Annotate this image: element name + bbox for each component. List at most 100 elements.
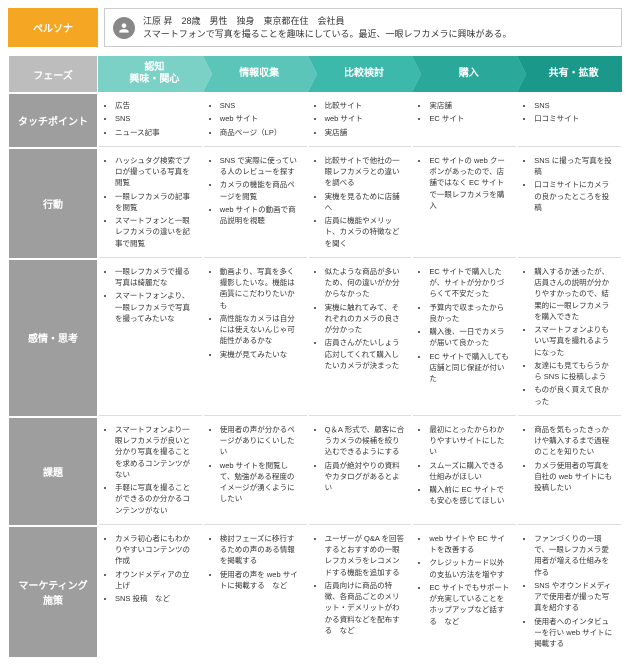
phase-cell: 認知興味・関心 [98, 56, 203, 92]
list-item: 商品ページ（LP） [220, 127, 301, 138]
grid-cell: カメラ初心者にもわかりやすいコンテンツの作成オウンドメディアの立上げSNS 投稿… [99, 527, 202, 658]
list-item: 動画より、写真を多く撮影したいな。機能は画質にこだわりたいかも [220, 266, 301, 311]
grid-cell: 比較サイト web サイト実店舗 [309, 94, 412, 147]
list-item: EC サイトでもサポートが充実していることをホップアップなど話する など [429, 582, 510, 627]
list-item: 実店舗 [429, 100, 510, 111]
list-item: 検討フェーズに移行するための声のある情報を掲載する [220, 533, 301, 567]
phase-title: 比較検討 [344, 68, 384, 80]
list-item: 高性能なカメラは自分には使えないんじゃ可能性があるかな [220, 313, 301, 347]
cell-list: SNS に撮った写真を投稿口コミサイトにカメラの良かったところを投稿 [524, 155, 615, 213]
grid-cell: web サイトや EC サイトを改善するクレジットカード以外の支払い方法を増やす… [413, 527, 516, 658]
grid-cell: ファンづくりの一環で、一眼レフカメラ愛用者が増える仕組みを作るSNS やオウンド… [518, 527, 621, 658]
cell-list: EC サイトで購入したが、サイトが分かりづらくて不安だった予算内で収まったから良… [419, 266, 510, 385]
phase-title: 共有・拡散 [549, 68, 599, 80]
cell-list: 似たような商品が多いため、何の違いがか分からなかった実機に触れてみて、それぞれの… [315, 266, 406, 371]
list-item: 使用者の声が分かるページがありにくいしたい [220, 424, 301, 458]
row-label: 課題 [9, 418, 97, 525]
list-item: 実機に触れてみて、それぞれのカメラの良さが分かった [325, 302, 406, 336]
grid-cell: ハッシュタグ検索でプロが撮っている写真を閲覧一眼レフカメラの記事を閲覧スマートフ… [99, 149, 202, 258]
list-item: カメラの機能を商品ページを閲覧 [220, 179, 301, 202]
grid-cell: 最初にとったからわかりやすいサイトにしたいスムーズに購入できる仕組みがほしい購入… [413, 418, 516, 525]
list-item: web サイト [220, 113, 301, 124]
cell-list: 比較サイトで他社の一眼レフカメラとの違いを調べる実機を見るために店舗へ店員に機能… [315, 155, 406, 249]
phase-header-label: フェーズ [9, 56, 97, 92]
list-item: カメラ使用者の写真を自社の web サイトにも投稿したい [534, 460, 615, 494]
list-item: スマートフォンより、一眼レフカメラで写真を撮ってみたいな [115, 290, 196, 324]
list-item: 実機を見るために店舗へ [325, 191, 406, 214]
row-label: 行動 [9, 149, 97, 258]
list-item: 実機が見てみたいな [220, 349, 301, 360]
grid-cell: 似たような商品が多いため、何の違いがか分からなかった実機に触れてみて、それぞれの… [309, 260, 412, 416]
cell-list: ユーザーが Q&A を回答するとおすすめの一眼レフカメラをレコメンドする機能を追… [315, 533, 406, 636]
list-item: 口コミサイト [534, 113, 615, 124]
list-item: 予算内で収まったから良かった [429, 302, 510, 325]
list-item: スマートフォンより一眼レフカメラが良いと分かり写真を撮ることを求めるコンテンツが… [115, 424, 196, 480]
list-item: 一眼レフカメラの記事を閲覧 [115, 191, 196, 214]
list-item: スマートフォンと一眼レフカメラの違いを記事で閲覧 [115, 215, 196, 249]
grid-cell: 購入するか迷ったが、店員さんの説明が分かりやすかったので、結果的に一眼レフカメラ… [518, 260, 621, 416]
phase-cell: 共有・拡散 [517, 56, 622, 92]
grid-cell: ユーザーが Q&A を回答するとおすすめの一眼レフカメラをレコメンドする機能を追… [309, 527, 412, 658]
phase-subtitle: 興味・関心 [129, 74, 179, 86]
list-item: スムーズに購入できる仕組みがほしい [429, 460, 510, 483]
cell-list: スマートフォンより一眼レフカメラが良いと分かり写真を撮ることを求めるコンテンツが… [105, 424, 196, 516]
cell-list: SNS 口コミサイト [524, 100, 615, 125]
phase-cell: 購入 [412, 56, 517, 92]
list-item: 使用者へのインタビューを行い web サイトに掲載する [534, 616, 615, 650]
list-item: 使用者の声を web サイトに掲載する など [220, 569, 301, 592]
cell-list: SNS で実際に使っている人のレビューを探すカメラの機能を商品ページを閲覧web… [210, 155, 301, 227]
list-item: 一眼レフカメラで撮る写真は綺麗だな [115, 266, 196, 289]
list-item: EC サイト [429, 113, 510, 124]
grid-cell: 商品を気もったきっかけや購入するまで過程のことを知りたいカメラ使用者の写真を自社… [518, 418, 621, 525]
list-item: 比較サイト [325, 100, 406, 111]
grid-cell: Q＆A 形式で、顧客に合うカメラの候補を絞り込むできるようにする店員が絶対やりの… [309, 418, 412, 525]
list-item: 実店舗 [325, 127, 406, 138]
grid-cell: 動画より、写真を多く撮影したいな。機能は画質にこだわりたいかも高性能なカメラは自… [204, 260, 307, 416]
cell-list: 実店舗 EC サイト [419, 100, 510, 125]
list-item: SNS [220, 100, 301, 111]
list-item: web サイト [325, 113, 406, 124]
list-item: 商品を気もったきっかけや購入するまで過程のことを知りたい [534, 424, 615, 458]
cell-list: 一眼レフカメラで撮る写真は綺麗だなスマートフォンより、一眼レフカメラで写真を撮っ… [105, 266, 196, 324]
persona-line2: スマートフォンで写真を撮ることを趣味にしている。最近、一眼レフカメラに興味がある… [143, 28, 511, 41]
list-item: SNS で実際に使っている人のレビューを探す [220, 155, 301, 178]
list-item: クレジットカード以外の支払い方法を増やす [429, 557, 510, 580]
list-item: 友達にも見てもらうから SNS に投稿しよう [534, 360, 615, 383]
persona-row: ペルソナ 江原 昇 28歳 男性 独身 東京都在住 会社員 スマートフォンで写真… [8, 8, 622, 47]
cell-list: 比較サイト web サイト実店舗 [315, 100, 406, 138]
list-item: 購入するか迷ったが、店員さんの説明が分かりやすかったので、結果的に一眼レフカメラ… [534, 266, 615, 322]
list-item: カメラ初心者にもわかりやすいコンテンツの作成 [115, 533, 196, 567]
list-item: SNS [534, 100, 615, 111]
grid-cell: SNS web サイト商品ページ（LP） [204, 94, 307, 147]
list-item: ファンづくりの一環で、一眼レフカメラ愛用者が増える仕組みを作る [534, 533, 615, 578]
list-item: 最初にとったからわかりやすいサイトにしたい [429, 424, 510, 458]
grid-cell: スマートフォンより一眼レフカメラが良いと分かり写真を撮ることを求めるコンテンツが… [99, 418, 202, 525]
list-item: SNS に撮った写真を投稿 [534, 155, 615, 178]
list-item: 店員に機能やメリット、カメラの特徴などを聞く [325, 215, 406, 249]
cell-list: 検討フェーズに移行するための声のある情報を掲載する使用者の声を web サイトに… [210, 533, 301, 591]
list-item: ユーザーが Q&A を回答するとおすすめの一眼レフカメラをレコメンドする機能を追… [325, 533, 406, 578]
cell-list: カメラ初心者にもわかりやすいコンテンツの作成オウンドメディアの立上げSNS 投稿… [105, 533, 196, 605]
persona-line1: 江原 昇 28歳 男性 独身 東京都在住 会社員 [143, 15, 511, 28]
grid-cell: 実店舗 EC サイト [413, 94, 516, 147]
phase-cell: 比較検討 [308, 56, 413, 92]
grid-cell: 一眼レフカメラで撮る写真は綺麗だなスマートフォンより、一眼レフカメラで写真を撮っ… [99, 260, 202, 416]
list-item: ものが良く買えて良かった [534, 384, 615, 407]
list-item: 手軽に写真を撮ることができるのか分かるコンテンツがない [115, 482, 196, 516]
cell-list: Q＆A 形式で、顧客に合うカメラの候補を絞り込むできるようにする店員が絶対やりの… [315, 424, 406, 494]
list-item: 口コミサイトにカメラの良かったところを投稿 [534, 179, 615, 213]
list-item: 比較サイトで他社の一眼レフカメラとの違いを調べる [325, 155, 406, 189]
journey-grid: フェーズ認知興味・関心情報収集比較検討購入共有・拡散タッチポイント広告SNSニュ… [8, 55, 622, 658]
cell-list: web サイトや EC サイトを改善するクレジットカード以外の支払い方法を増やす… [419, 533, 510, 627]
list-item: web サイトを閲覧して、勉強がある程度のイメージが湧くようにしたい [220, 460, 301, 505]
persona-label: ペルソナ [8, 8, 98, 47]
list-item: 購入後、一日でカメラが届いて良かった [429, 326, 510, 349]
list-item: SNS やオウンドメディアで使用者が撮った写真を紹介する [534, 580, 615, 614]
phase-title: 認知 [144, 62, 164, 74]
cell-list: ハッシュタグ検索でプロが撮っている写真を閲覧一眼レフカメラの記事を閲覧スマートフ… [105, 155, 196, 249]
cell-list: 動画より、写真を多く撮影したいな。機能は画質にこだわりたいかも高性能なカメラは自… [210, 266, 301, 360]
list-item: EC サイトで購入しても店舗と同じ保証が付いた [429, 351, 510, 385]
list-item: 似たような商品が多いため、何の違いがか分からなかった [325, 266, 406, 300]
list-item: 店員さんがたいしょう応対してくれて購入したいカメラが決まった [325, 337, 406, 371]
persona-text: 江原 昇 28歳 男性 独身 東京都在住 会社員 スマートフォンで写真を撮ること… [143, 15, 511, 40]
